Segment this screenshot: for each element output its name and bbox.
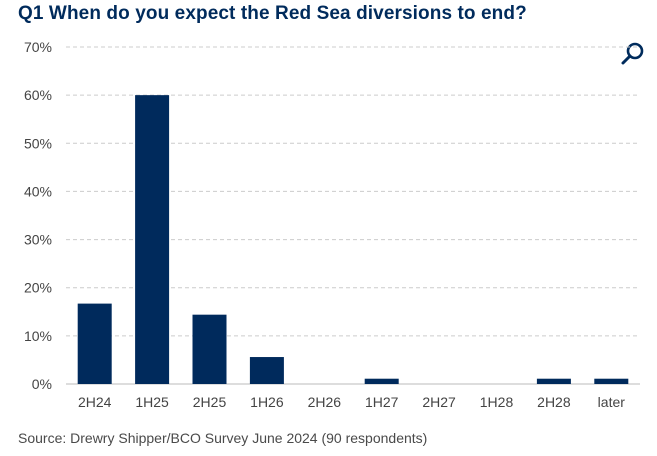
y-tick-label: 10% [24,328,52,344]
bar [364,378,399,384]
x-tick-label: 1H28 [480,394,514,410]
bar [536,378,571,384]
x-tick-label: 2H24 [78,394,112,410]
magnifier-icon[interactable] [619,40,647,68]
y-tick-label: 0% [32,376,52,392]
y-tick-label: 70% [24,39,52,55]
magnifier-icon-graphic [621,42,644,65]
source-note: Source: Drewry Shipper/BCO Survey June 2… [18,430,428,446]
x-tick-label: 1H26 [250,394,284,410]
bar [249,357,284,384]
y-tick-label: 50% [24,135,52,151]
x-tick-label: 1H25 [135,394,169,410]
chart-title: Q1 When do you expect the Red Sea divers… [18,3,527,24]
bar [135,95,170,385]
x-tick-label: 2H27 [422,394,456,410]
x-tick-label: 2H26 [308,394,342,410]
y-tick-label: 30% [24,232,52,248]
x-tick-label: 2H28 [537,394,571,410]
y-tick-label: 60% [24,87,52,103]
y-tick-label: 40% [24,183,52,199]
x-tick-label: later [598,394,626,410]
x-tick-label: 2H25 [193,394,227,410]
bar [594,378,629,384]
bar [192,314,227,384]
bar [77,303,112,384]
y-tick-label: 20% [24,280,52,296]
x-tick-label: 1H27 [365,394,399,410]
